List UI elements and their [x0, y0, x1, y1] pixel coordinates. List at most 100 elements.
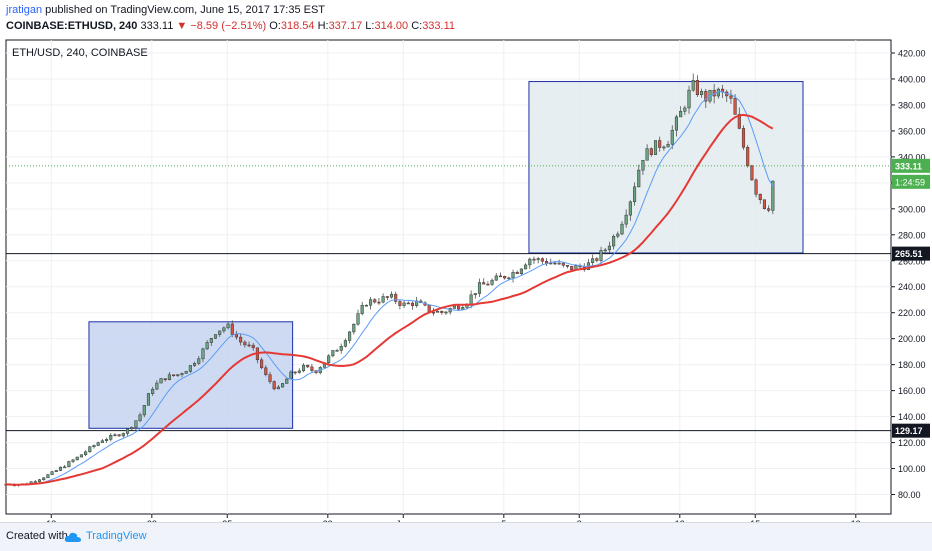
candle-body [436, 310, 440, 313]
candle-body [289, 371, 293, 380]
price-change: ▼ −8.59 (−2.51%) [176, 20, 267, 32]
y-tick-label: 200.00 [898, 334, 926, 344]
candle-body [628, 201, 632, 216]
x-tick-label: 19 [851, 519, 861, 522]
candle-body [633, 186, 637, 203]
candle-body [570, 266, 574, 271]
candle-body [297, 370, 301, 373]
candle-body [440, 310, 444, 313]
candle-body [473, 293, 477, 296]
candle-body [230, 323, 234, 335]
candle-body [771, 180, 775, 211]
candle-body [100, 440, 104, 443]
candle-body [431, 311, 435, 314]
candle-body [167, 374, 171, 381]
candle-body [348, 331, 352, 341]
candle-body [394, 293, 398, 302]
candle-body [105, 439, 109, 442]
footer-bar: Created with TradingView [0, 522, 932, 551]
candle-body [301, 364, 306, 372]
candle-body [369, 299, 373, 306]
x-tick-label: Jun [396, 519, 411, 522]
candle-body [457, 305, 461, 310]
candle-body [151, 388, 155, 394]
candle-body [113, 434, 117, 436]
candle-body [146, 393, 151, 406]
horizontal-lines[interactable] [6, 165, 891, 432]
tradingview-logo[interactable]: TradingView [86, 530, 147, 542]
candle-body [561, 262, 565, 266]
highlight-rectangle [528, 81, 804, 254]
candle-body [79, 454, 83, 458]
candle-body [364, 304, 368, 307]
candle-body [498, 275, 503, 278]
candle-body [180, 373, 184, 375]
candle-body [213, 334, 218, 339]
candle-body [327, 355, 331, 363]
candle-body [503, 276, 507, 279]
candle-body [519, 268, 523, 274]
candle-body [398, 301, 402, 306]
candle-body [188, 365, 192, 372]
price-tag [892, 423, 930, 438]
candle-body [92, 445, 96, 448]
fast-moving-average [5, 91, 774, 486]
candle-body [331, 350, 335, 357]
author-link[interactable]: jratigan [6, 4, 43, 16]
candle-body [33, 481, 37, 483]
candle-body [754, 179, 758, 195]
candle-body [482, 282, 486, 285]
candle-body [234, 334, 239, 338]
low-label: L: [365, 20, 375, 32]
countdown-tag [892, 174, 930, 189]
close-value: 333.11 [422, 20, 456, 32]
x-tick-label: 25 [222, 519, 232, 522]
candle-body [247, 344, 251, 347]
candle-body [130, 427, 134, 430]
candle-body [402, 302, 406, 306]
candle-body [758, 193, 762, 201]
candle-body [209, 338, 213, 343]
x-tick-label: 12 [675, 519, 685, 522]
candle-body [410, 302, 415, 306]
candle-body [687, 89, 691, 109]
time-axis[interactable]: 18 22 25 29 Jun 5 8 12 15 19 [46, 514, 861, 522]
candle-body [117, 434, 121, 437]
y-tick-label: 100.00 [898, 464, 926, 474]
candle-body [750, 165, 754, 181]
candle-body [607, 245, 611, 251]
candle-body [662, 146, 666, 149]
candle-body [385, 296, 389, 298]
candle-body [335, 350, 339, 352]
candle-body [507, 277, 511, 280]
candle-body [155, 382, 159, 390]
x-tick-label: 5 [501, 519, 506, 522]
candle-body [306, 364, 310, 368]
candle-body [674, 116, 679, 131]
chart-header: jratigan published on TradingView.com, J… [6, 2, 455, 34]
candle-body [557, 262, 561, 265]
high-label: H: [317, 20, 329, 32]
candle-body [532, 258, 536, 261]
candle-body [452, 305, 456, 309]
highlight-rectangle [88, 321, 294, 429]
y-tick-label: 220.00 [898, 308, 926, 318]
last-price: 333.11 [140, 20, 174, 32]
candle-body [243, 341, 247, 346]
countdown-label: 1:24:59 [895, 177, 925, 187]
candle-body [343, 340, 347, 347]
candle-body [222, 327, 226, 332]
candle-body [184, 371, 188, 374]
candle-body [75, 456, 79, 461]
candle-body [339, 346, 343, 351]
price-chart[interactable]: 80.00 100.00 120.00 140.00 160.00 180.00 200.0… [0, 0, 932, 522]
drawn-rectangles[interactable] [88, 81, 804, 429]
candle-body [96, 442, 100, 446]
candle-body [683, 107, 687, 112]
publish-info: published on TradingView.com, June 15, 2… [42, 4, 326, 16]
y-tick-label: 300.00 [898, 204, 926, 214]
y-tick-label: 240.00 [898, 282, 926, 292]
y-tick-label: 360.00 [898, 126, 926, 136]
candle-body [528, 258, 532, 266]
candle-body [733, 98, 737, 115]
